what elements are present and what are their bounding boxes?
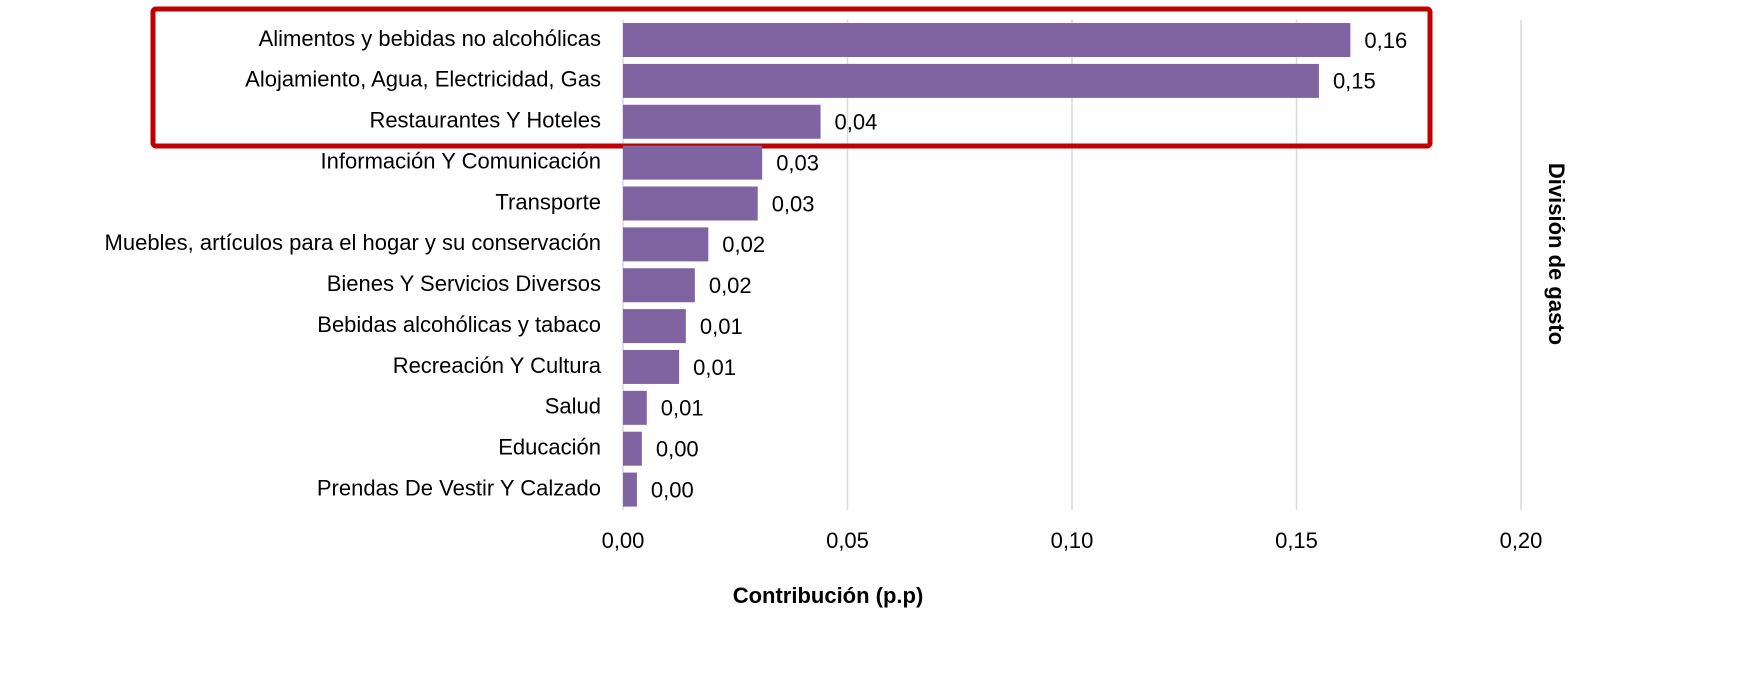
- highlight-box: [150, 6, 1433, 149]
- bar: [623, 309, 686, 344]
- value-label: 0,03: [772, 191, 815, 216]
- y-tick-label: Restaurantes Y Hoteles: [369, 108, 601, 133]
- y-tick-label: Alimentos y bebidas no alcohólicas: [259, 26, 601, 51]
- x-tick-label: 0,20: [1500, 528, 1543, 553]
- value-label: 0,01: [661, 396, 704, 421]
- bar: [623, 268, 695, 303]
- y-tick-label: Transporte: [495, 189, 601, 214]
- bar: [623, 390, 647, 425]
- y-tick-label: Recreación Y Cultura: [393, 353, 602, 378]
- y-tick-label: Salud: [545, 394, 601, 419]
- bar: [623, 145, 763, 180]
- value-label: 0,02: [709, 273, 752, 298]
- x-tick-label: 0,10: [1051, 528, 1094, 553]
- x-axis-title: Contribución (p.p): [733, 583, 924, 608]
- y-tick-label: Bienes Y Servicios Diversos: [327, 271, 601, 296]
- y-tick-label: Educación: [498, 435, 601, 460]
- bar: [623, 227, 709, 262]
- y-tick-label: Alojamiento, Agua, Electricidad, Gas: [245, 67, 601, 92]
- bar: [623, 472, 637, 507]
- value-label: 0,03: [776, 150, 819, 175]
- y-tick-label: Prendas De Vestir Y Calzado: [317, 475, 601, 500]
- value-label: 0,01: [700, 314, 743, 339]
- y-tick-label: Información Y Comunicación: [321, 148, 601, 173]
- value-label: 0,15: [1333, 69, 1376, 94]
- x-tick-label: 0,15: [1275, 528, 1318, 553]
- x-tick-label: 0,05: [826, 528, 869, 553]
- value-label: 0,00: [651, 477, 694, 502]
- value-label: 0,01: [693, 355, 736, 380]
- bar: [623, 104, 821, 139]
- value-label: 0,04: [835, 110, 878, 135]
- value-label: 0,16: [1364, 28, 1407, 53]
- bar: [623, 431, 642, 466]
- bar: [623, 23, 1351, 58]
- y-tick-label: Muebles, artículos para el hogar y su co…: [105, 230, 601, 255]
- value-label: 0,00: [656, 437, 699, 462]
- bar: [623, 63, 1319, 98]
- x-tick-label: 0,00: [602, 528, 645, 553]
- bar: [623, 349, 680, 384]
- value-label: 0,02: [722, 232, 765, 257]
- y-tick-label: Bebidas alcohólicas y tabaco: [317, 312, 601, 337]
- bar: [623, 186, 758, 221]
- y-axis-title: División de gasto: [1544, 163, 1569, 345]
